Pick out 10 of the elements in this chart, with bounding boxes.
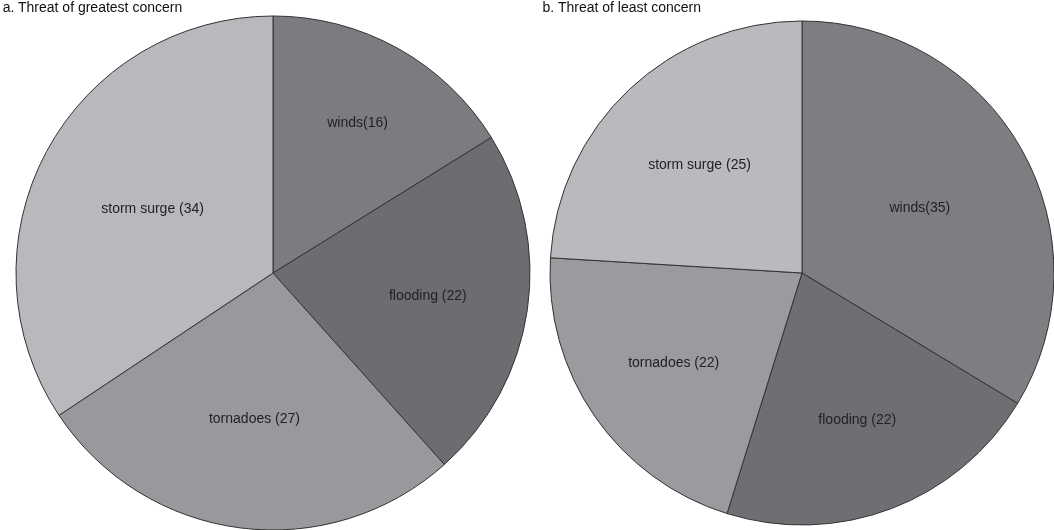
slice-label: winds(16) bbox=[326, 113, 388, 130]
chart-title: b. Threat of least concern bbox=[542, 0, 702, 16]
slice-label: winds(35) bbox=[888, 198, 951, 215]
slice-label: storm surge (25) bbox=[648, 156, 751, 173]
slice-label: flooding (22) bbox=[388, 287, 467, 304]
slice-label: storm surge (34) bbox=[101, 200, 204, 217]
chart-title: a. Threat of greatest concern bbox=[2, 0, 183, 16]
slice-label: flooding (22) bbox=[818, 410, 897, 427]
slice-label: tornadoes (27) bbox=[208, 410, 300, 427]
slice-label: tornadoes (22) bbox=[628, 353, 720, 370]
